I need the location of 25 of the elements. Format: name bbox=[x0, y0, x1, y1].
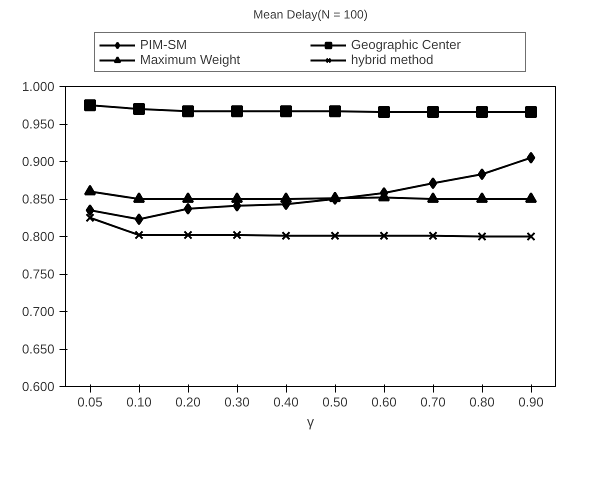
legend-label: Geographic Center bbox=[351, 37, 462, 52]
y-tick-label: 0.600 bbox=[22, 379, 55, 394]
x-tick-label: 0.10 bbox=[126, 394, 152, 410]
legend-label: PIM-SM bbox=[140, 37, 188, 52]
y-tick-label: 0.700 bbox=[22, 304, 55, 319]
x-tick-label: 0.05 bbox=[77, 394, 103, 410]
y-tick-label: 0.800 bbox=[22, 229, 55, 244]
y-tick-label: 1.000 bbox=[22, 79, 55, 94]
legend-label: Maximum Weight bbox=[140, 52, 242, 67]
y-tick-label: 0.750 bbox=[22, 266, 55, 282]
y-tick-label: 0.900 bbox=[22, 154, 55, 169]
x-tick-label: 0.90 bbox=[518, 394, 544, 410]
x-tick-label: 0.50 bbox=[322, 394, 348, 410]
x-tick-label: 0.40 bbox=[273, 394, 299, 410]
y-tick-label: 0.950 bbox=[22, 116, 55, 132]
x-tick-label: 0.60 bbox=[371, 394, 397, 410]
x-tick-label: 0.30 bbox=[224, 394, 250, 410]
legend-label: hybrid method bbox=[351, 52, 434, 67]
x-tick-label: 0.70 bbox=[420, 394, 446, 410]
y-tick-label: 0.850 bbox=[22, 192, 55, 206]
x-tick-label: 0.20 bbox=[175, 394, 201, 410]
x-axis-title: γ bbox=[307, 414, 314, 430]
y-tick-label: 0.650 bbox=[22, 342, 55, 356]
x-tick-label: 0.80 bbox=[469, 394, 495, 410]
chart-title: Mean Delay(N = 100) bbox=[253, 8, 368, 22]
